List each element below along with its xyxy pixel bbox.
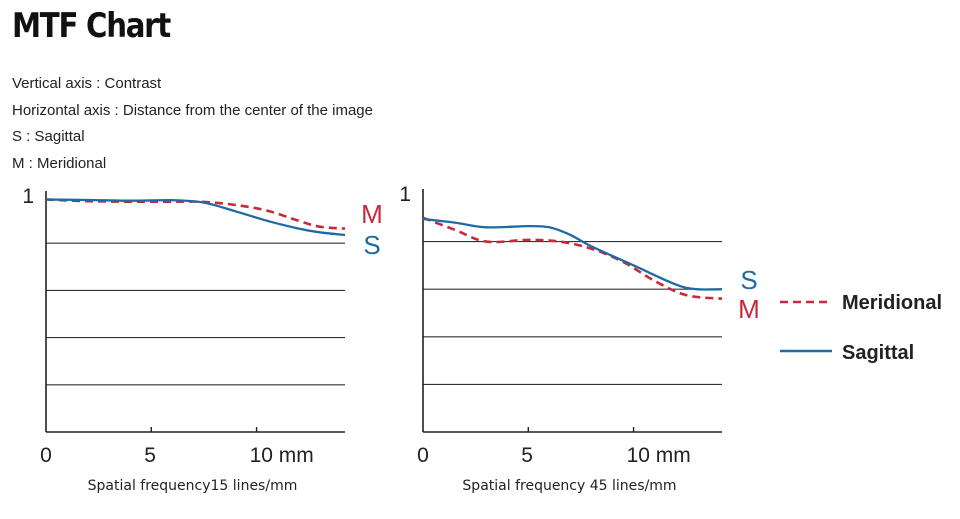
legend: Meridional Sagittal <box>780 292 942 364</box>
x-tick-label-0: 0 <box>417 444 429 467</box>
x-tick-label-10: 10 mm <box>627 444 691 467</box>
curve-tag-m: M <box>361 199 383 229</box>
legend-meridional-label: Meridional <box>842 292 942 314</box>
mtf-chart-45lpmm: 1 0 5 10 mm Spatial frequency 45 lines/mm SM <box>399 183 760 494</box>
y-axis-top-label: 1 <box>399 183 411 206</box>
mtf-chart-15lpmm: 1 0 5 10 mm Spatial frequency15 lines/mm MS <box>22 185 383 494</box>
series-meridional-line <box>422 216 723 300</box>
x-tick-label-5: 5 <box>521 444 533 467</box>
description-block: Vertical axis : Contrast Horizontal axis… <box>12 71 373 177</box>
curve-tag-s: S <box>740 265 757 295</box>
page-title: MTF Chart <box>12 6 171 46</box>
desc-horizontal-axis: Horizontal axis : Distance from the cent… <box>12 101 373 119</box>
desc-meridional: M : Meridional <box>12 154 107 172</box>
x-axis-label: Spatial frequency 45 lines/mm <box>462 478 676 494</box>
y-axis-top-label: 1 <box>22 185 34 208</box>
legend-sagittal-label: Sagittal <box>842 342 914 364</box>
curve-tag-m: M <box>738 294 760 324</box>
x-axis-label: Spatial frequency15 lines/mm <box>88 478 298 494</box>
x-tick-label-0: 0 <box>40 444 52 467</box>
series-sagittal-line <box>45 198 346 237</box>
series-sagittal-line <box>422 217 723 291</box>
desc-vertical-axis: Vertical axis : Contrast <box>12 75 162 92</box>
x-tick-label-5: 5 <box>144 444 156 467</box>
desc-sagittal: S : Sagittal <box>12 128 85 145</box>
x-tick-label-10: 10 mm <box>250 444 314 467</box>
curve-tag-s: S <box>363 230 380 260</box>
series-meridional-line <box>45 198 346 230</box>
